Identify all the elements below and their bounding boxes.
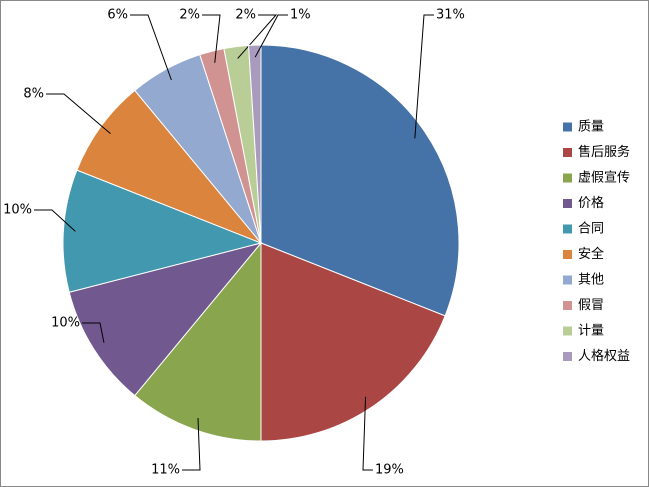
pie-slice (260, 44, 460, 317)
legend-label: 安全 (578, 246, 604, 262)
legend-swatch (563, 224, 572, 234)
data-label: 8% (23, 87, 44, 102)
data-label: 10% (51, 316, 80, 331)
leader-line (130, 14, 172, 81)
legend-swatch (563, 250, 572, 259)
legend-label: 合同 (578, 222, 604, 237)
legend-label: 人格权益 (578, 348, 630, 364)
leader-line (414, 14, 434, 139)
legend-swatch (563, 352, 572, 361)
data-label: 2% (179, 8, 200, 23)
legend-swatch (563, 275, 572, 285)
legend-label: 虚假宣传 (578, 170, 630, 186)
legend-label: 价格 (578, 195, 604, 211)
pie-slice (134, 241, 262, 442)
legend-label: 计量 (578, 324, 604, 339)
data-label: 2% (235, 8, 256, 23)
legend-swatch (563, 173, 572, 183)
legend-label: 售后服务 (578, 144, 630, 160)
data-label: 31% (436, 8, 465, 23)
leader-line (46, 93, 111, 135)
data-label: 10% (3, 203, 32, 218)
leader-line (182, 417, 201, 471)
data-label: 19% (375, 463, 404, 478)
pie-slice (76, 89, 262, 244)
leader-line (237, 14, 278, 59)
data-label: 1% (290, 8, 311, 23)
legend-swatch (563, 148, 572, 157)
legend-label: 假冒 (578, 298, 604, 313)
leader-line (202, 14, 221, 63)
pie-slice (62, 169, 263, 293)
legend-label: 其他 (578, 273, 604, 288)
legend-swatch (563, 122, 572, 132)
leader-line (362, 396, 373, 471)
data-label: 6% (107, 8, 128, 23)
pie-slice (260, 242, 446, 442)
legend-label: 质量 (578, 120, 604, 135)
pie-slice (68, 242, 263, 397)
leader-line (82, 322, 105, 343)
pie-slice (248, 44, 262, 244)
leader-line (254, 14, 288, 58)
data-label: 11% (151, 463, 180, 478)
legend-swatch (563, 326, 572, 336)
leader-line (34, 209, 76, 232)
legend-swatch (563, 199, 572, 208)
legend-swatch (563, 301, 572, 310)
